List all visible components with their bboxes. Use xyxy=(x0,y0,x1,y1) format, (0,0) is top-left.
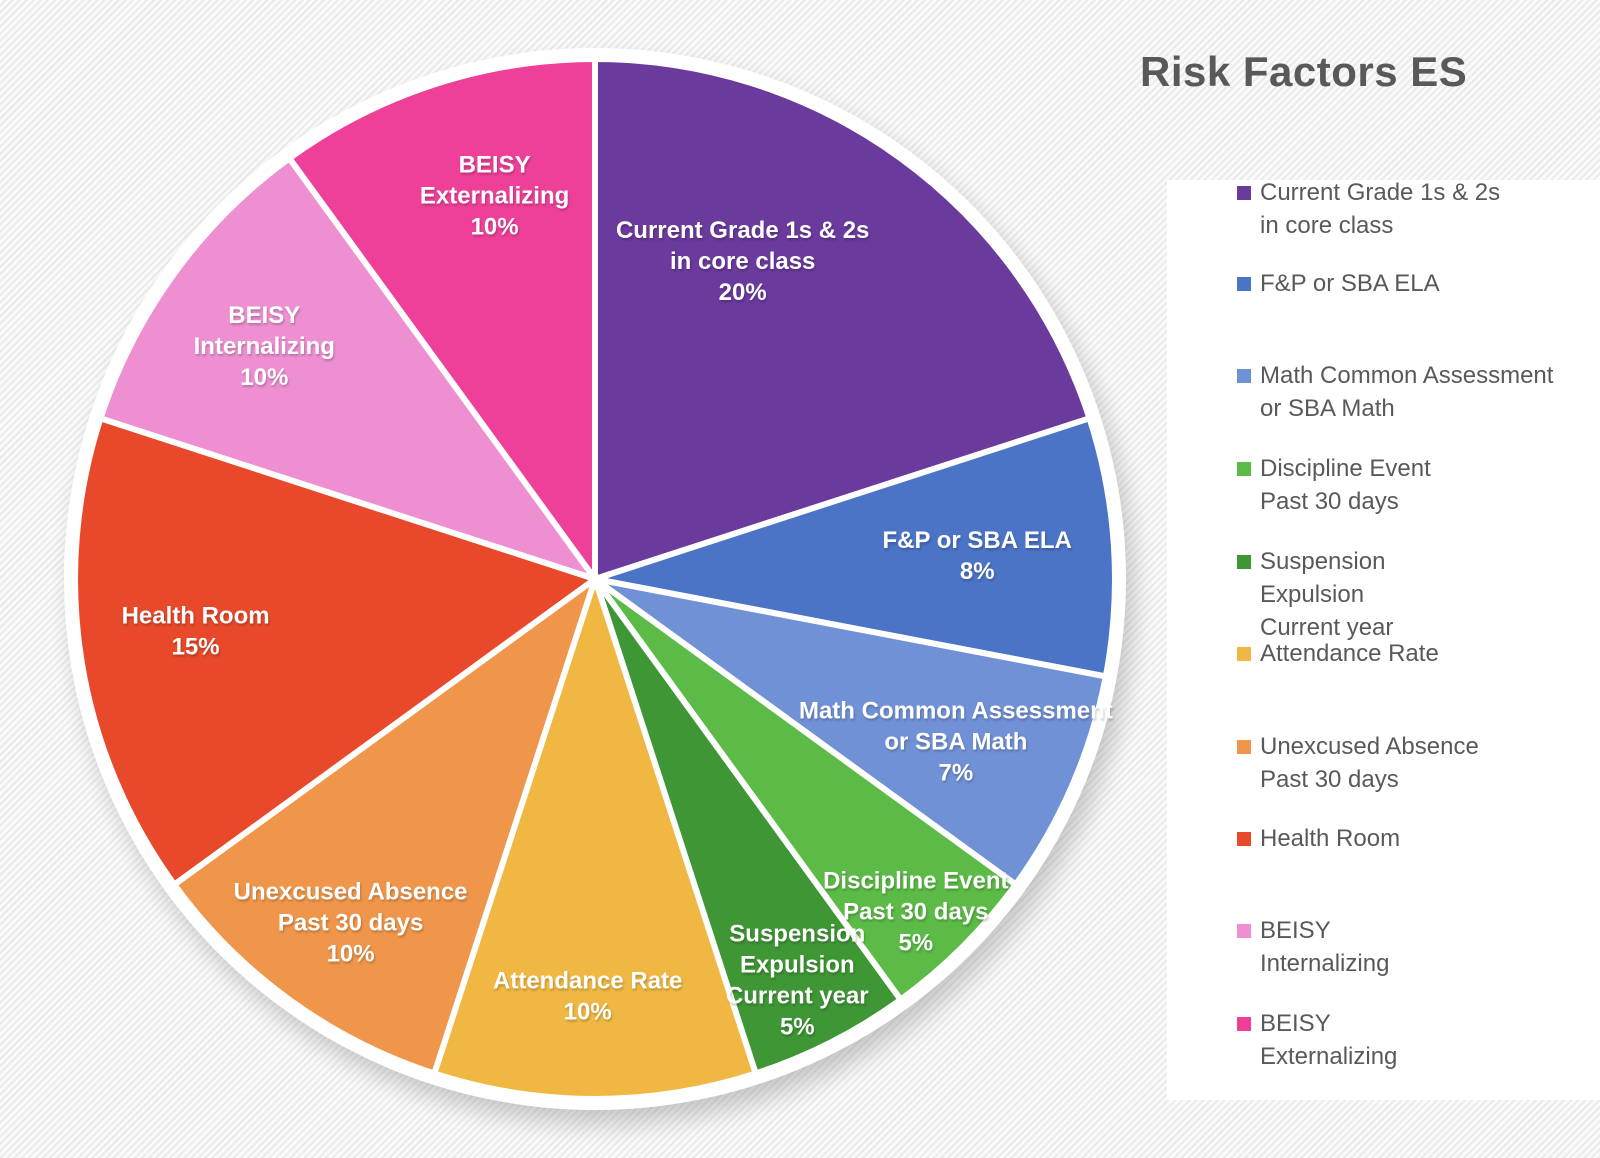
pie-slice-4 xyxy=(592,576,904,1077)
legend-label-line: Internalizing xyxy=(1260,950,1390,977)
legend-label: BEISY Externalizing xyxy=(1260,1007,1397,1073)
legend-swatch xyxy=(1237,1017,1251,1031)
pie-slice-2 xyxy=(592,576,1109,888)
legend-swatch xyxy=(1237,647,1251,661)
legend-swatch xyxy=(1237,186,1251,200)
pie-slice-8 xyxy=(97,155,598,582)
legend-panel xyxy=(1167,180,1600,1100)
legend-label-line: Past 30 days xyxy=(1260,488,1399,515)
legend-label-line: F&P or SBA ELA xyxy=(1260,270,1440,297)
legend-label-line: Current Grade 1s & 2s xyxy=(1260,179,1501,206)
pie-slice-label-2: Math Common Assessment or SBA Math 7% xyxy=(799,697,1113,786)
legend-swatch xyxy=(1237,740,1251,754)
legend-label-line: Suspension xyxy=(1260,548,1386,575)
legend-swatch xyxy=(1237,462,1251,476)
legend-label-line: BEISY xyxy=(1260,917,1331,944)
legend-label-line: Current year xyxy=(1260,614,1394,641)
pie-slice-0 xyxy=(592,56,1093,582)
legend-item-attendance-rate: Attendance Rate xyxy=(1237,637,1439,670)
legend-item-fp-sba-ela: F&P or SBA ELA xyxy=(1237,267,1440,300)
pie-slice-label-4: Suspension Expulsion Current year 5% xyxy=(726,920,869,1040)
legend-label-line: Externalizing xyxy=(1260,1043,1398,1070)
pie-slice-1 xyxy=(592,415,1118,680)
legend-label: Math Common Assessment or SBA Math xyxy=(1260,359,1553,425)
pie-slice-label-8: BEISY Internalizing 10% xyxy=(194,302,335,391)
legend-item-health-room: Health Room xyxy=(1237,822,1400,855)
legend-label-line: BEISY xyxy=(1260,1010,1331,1037)
pie-slice-label-0: Current Grade 1s & 2s in core class 20% xyxy=(616,217,869,306)
pie-slice-label-5: Attendance Rate 10% xyxy=(493,968,682,1026)
legend-label-line: Expulsion xyxy=(1260,581,1365,608)
legend-label: BEISY Internalizing xyxy=(1260,914,1389,980)
legend-item-current-grade: Current Grade 1s & 2s in core class xyxy=(1237,176,1500,242)
legend-label-line: Past 30 days xyxy=(1260,766,1399,793)
legend-label: F&P or SBA ELA xyxy=(1260,267,1440,300)
legend-label-line: Math Common Assessment xyxy=(1260,362,1554,389)
pie-slice-3 xyxy=(592,576,1019,1003)
legend-swatch xyxy=(1237,277,1251,291)
legend-label-line: Attendance Rate xyxy=(1260,640,1439,667)
pie-chart: Current Grade 1s & 2s in core class 20% F&P… xyxy=(72,56,1118,1102)
legend-label-line: Health Room xyxy=(1260,825,1401,852)
pie-slice-label-3: Discipline Event Past 30 days 5% xyxy=(823,867,1008,956)
legend-label: Current Grade 1s & 2s in core class xyxy=(1260,176,1500,242)
chart-title: Risk Factors ES xyxy=(1140,48,1468,95)
legend-label: Suspension Expulsion Current year xyxy=(1260,545,1393,644)
legend-item-beisy-externalizing: BEISY Externalizing xyxy=(1237,1007,1397,1073)
legend-swatch xyxy=(1237,555,1251,569)
legend-swatch xyxy=(1237,369,1251,383)
pie-slice-label-1: F&P or SBA ELA 8% xyxy=(883,527,1072,585)
pie-slice-5 xyxy=(431,576,759,1102)
legend-item-unexcused-absence: Unexcused Absence Past 30 days xyxy=(1237,730,1479,796)
legend-label: Health Room xyxy=(1260,822,1400,855)
legend-label-line: Unexcused Absence xyxy=(1260,733,1479,760)
legend-item-suspension-expulsion: Suspension Expulsion Current year xyxy=(1237,545,1393,644)
legend-swatch xyxy=(1237,832,1251,846)
legend-swatch xyxy=(1237,924,1251,938)
legend-label: Attendance Rate xyxy=(1260,637,1439,670)
legend-label-line: Discipline Event xyxy=(1260,455,1431,482)
legend-label-line: in core class xyxy=(1260,212,1394,239)
legend-label-line: or SBA Math xyxy=(1260,395,1395,422)
pie-slice-9 xyxy=(286,56,598,582)
pie-slice-7 xyxy=(72,415,598,888)
pie-slice-6 xyxy=(171,576,598,1077)
pie-slice-label-9: BEISY Externalizing 10% xyxy=(420,151,569,240)
legend-label: Unexcused Absence Past 30 days xyxy=(1260,730,1479,796)
legend-item-math-assessment: Math Common Assessment or SBA Math xyxy=(1237,359,1553,425)
pie-slice-label-6: Unexcused Absence Past 30 days 10% xyxy=(234,879,468,968)
pie-slice-label-7: Health Room 15% xyxy=(122,603,270,661)
legend-item-beisy-internalizing: BEISY Internalizing xyxy=(1237,914,1389,980)
legend-label: Discipline Event Past 30 days xyxy=(1260,452,1431,518)
legend-item-discipline-event: Discipline Event Past 30 days xyxy=(1237,452,1431,518)
